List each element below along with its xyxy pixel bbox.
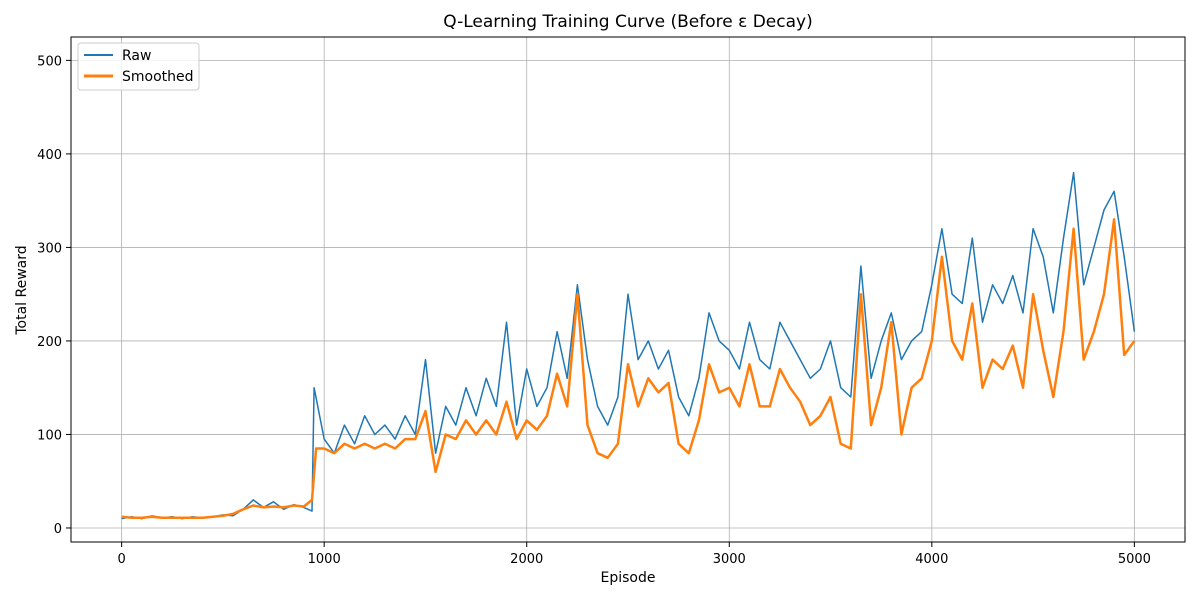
y-tick-label: 100 xyxy=(37,428,62,443)
y-tick-label: 400 xyxy=(37,148,62,163)
y-tick-label: 0 xyxy=(54,522,62,537)
y-tick-label: 500 xyxy=(37,54,62,69)
x-tick-label: 1000 xyxy=(308,552,341,567)
grid-lines xyxy=(71,37,1185,542)
smoothed-series-line xyxy=(121,218,1136,519)
plot-frame xyxy=(70,36,1186,543)
x-tick-label: 4000 xyxy=(915,552,948,567)
x-tick-label: 5000 xyxy=(1118,552,1151,567)
x-axis-label: Episode xyxy=(601,570,656,586)
y-axis-label: Total Reward xyxy=(14,245,30,335)
chart-legend: Raw Smoothed xyxy=(77,42,200,91)
x-tick-label: 0 xyxy=(117,552,125,567)
legend-smoothed-label: Smoothed xyxy=(122,69,194,85)
x-tick-label: 2000 xyxy=(510,552,543,567)
series-group xyxy=(121,171,1136,520)
chart-title: Q-Learning Training Curve (Before ε Deca… xyxy=(443,12,812,32)
legend-raw-label: Raw xyxy=(122,48,151,64)
y-tick-label: 300 xyxy=(37,241,62,256)
raw-series-line xyxy=(121,171,1136,520)
x-tick-label: 3000 xyxy=(713,552,746,567)
axis-ticks: 0 1000 2000 3000 4000 5000 0 100 200 300 400 500 xyxy=(37,54,1151,567)
y-tick-label: 200 xyxy=(37,335,62,350)
